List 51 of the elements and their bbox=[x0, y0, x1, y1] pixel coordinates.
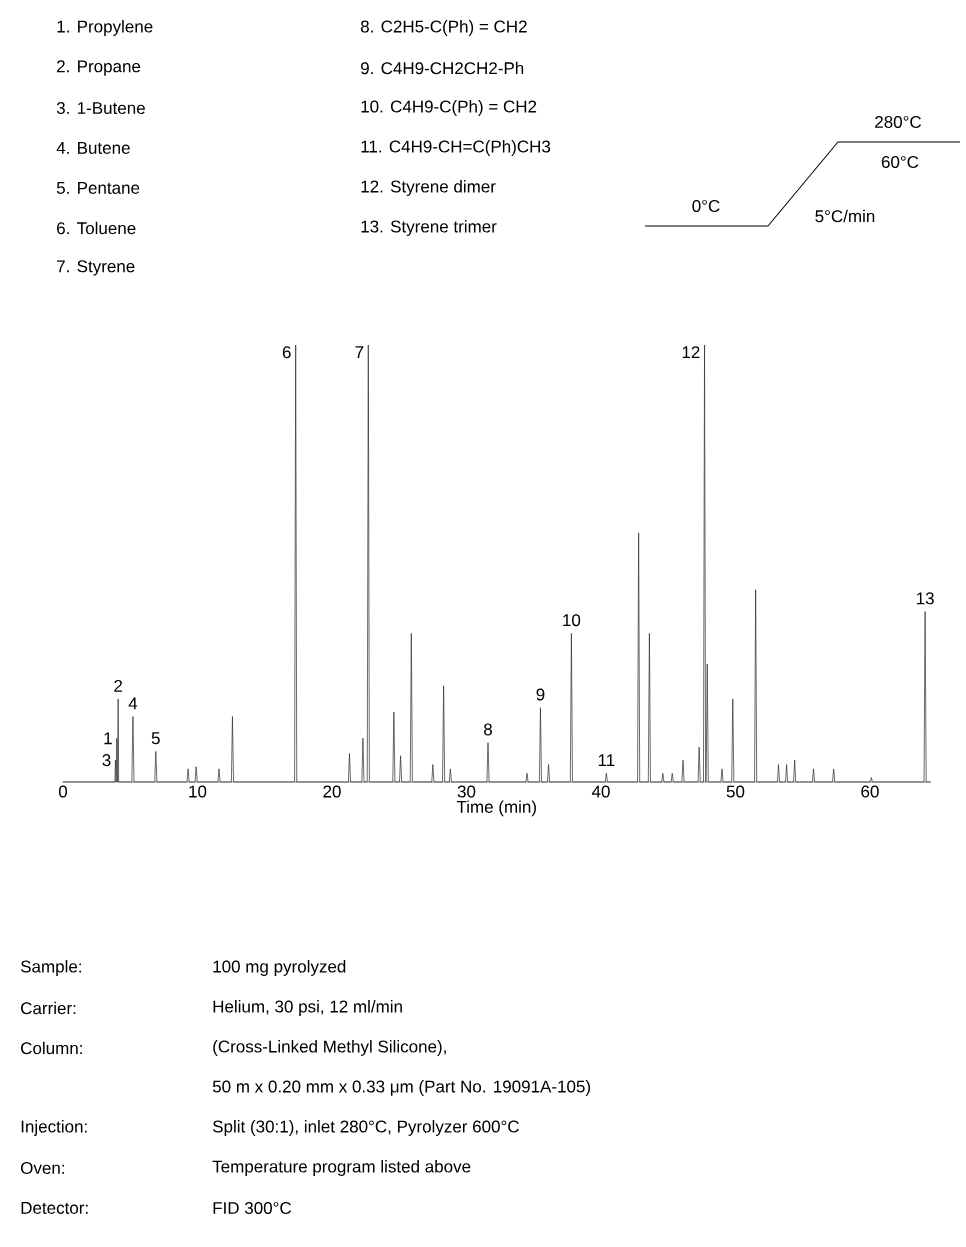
text: 4. Butene bbox=[56, 142, 130, 154]
x-tick-label: 40 bbox=[591, 785, 610, 798]
annotation: 12 bbox=[682, 346, 700, 359]
annotation: 6 bbox=[282, 346, 291, 359]
annotation: 5 bbox=[151, 732, 160, 745]
text: Detector: bbox=[21, 1202, 88, 1214]
text: 12. Styrene dimer bbox=[361, 180, 496, 196]
annotation: 7 bbox=[355, 346, 364, 358]
annotation: 2 bbox=[114, 679, 123, 692]
text: 2. Propane bbox=[57, 60, 141, 76]
text: Carrier: bbox=[21, 1001, 76, 1015]
text: 11. C4H9-CH=C(Ph)CH3 bbox=[361, 140, 551, 156]
text: Oven: bbox=[21, 1161, 64, 1175]
text: FID 300°C bbox=[213, 1201, 292, 1215]
text: 8. C2H5-C(Ph) = CH2 bbox=[360, 20, 527, 36]
x-axis-title: Time (min) bbox=[456, 800, 536, 817]
annotation: 1 bbox=[104, 732, 112, 745]
text: Helium, 30 psi, 12 ml/min bbox=[213, 1000, 402, 1016]
text: Sample: bbox=[20, 960, 81, 976]
x-tick-label: 60 bbox=[861, 785, 879, 798]
text: Column: bbox=[21, 1041, 82, 1055]
annotation: 9 bbox=[536, 688, 545, 701]
text: 13. Styrene trimer bbox=[361, 220, 497, 236]
annotation: 3 bbox=[102, 754, 111, 767]
text: Split (30:1), inlet 280°C, Pyrolyzer 600°C bbox=[212, 1120, 519, 1136]
x-tick-label: 50 bbox=[726, 785, 745, 798]
text: 5. Pentane bbox=[56, 182, 140, 194]
text: 6. Toluene bbox=[57, 221, 136, 235]
text: 0°C bbox=[692, 199, 720, 213]
text: 3. 1-Butene bbox=[56, 101, 145, 115]
x-tick-label: 0 bbox=[58, 785, 68, 798]
text: 10. C4H9-C(Ph) = CH2 bbox=[361, 100, 537, 116]
x-tick-label: 20 bbox=[323, 785, 341, 798]
text: 50 m x 0.20 mm x 0.33 μm (Part No. 19091A-105) bbox=[212, 1080, 591, 1096]
text: 1. Propylene bbox=[57, 20, 153, 36]
annotation: 13 bbox=[916, 592, 934, 605]
text: Injection: bbox=[21, 1120, 87, 1136]
text: 9. C4H9-CH2CH2-Ph bbox=[361, 61, 524, 75]
text: 100 mg pyrolyzed bbox=[213, 960, 346, 976]
text: 7. Styrene bbox=[57, 260, 135, 276]
text: (Cross-Linked Methyl Silicone), bbox=[213, 1040, 446, 1056]
x-tick-label: 30 bbox=[457, 785, 476, 798]
x-tick-label: 10 bbox=[189, 785, 207, 798]
text: Temperature program listed above bbox=[212, 1160, 471, 1176]
text: 60°C bbox=[881, 155, 919, 169]
annotation: 10 bbox=[563, 614, 581, 627]
text: 5°C/min bbox=[815, 209, 875, 223]
annotation: 8 bbox=[484, 723, 492, 736]
annotation: 11 bbox=[598, 754, 615, 767]
annotation: 4 bbox=[128, 697, 138, 710]
text: 280°C bbox=[875, 115, 922, 129]
